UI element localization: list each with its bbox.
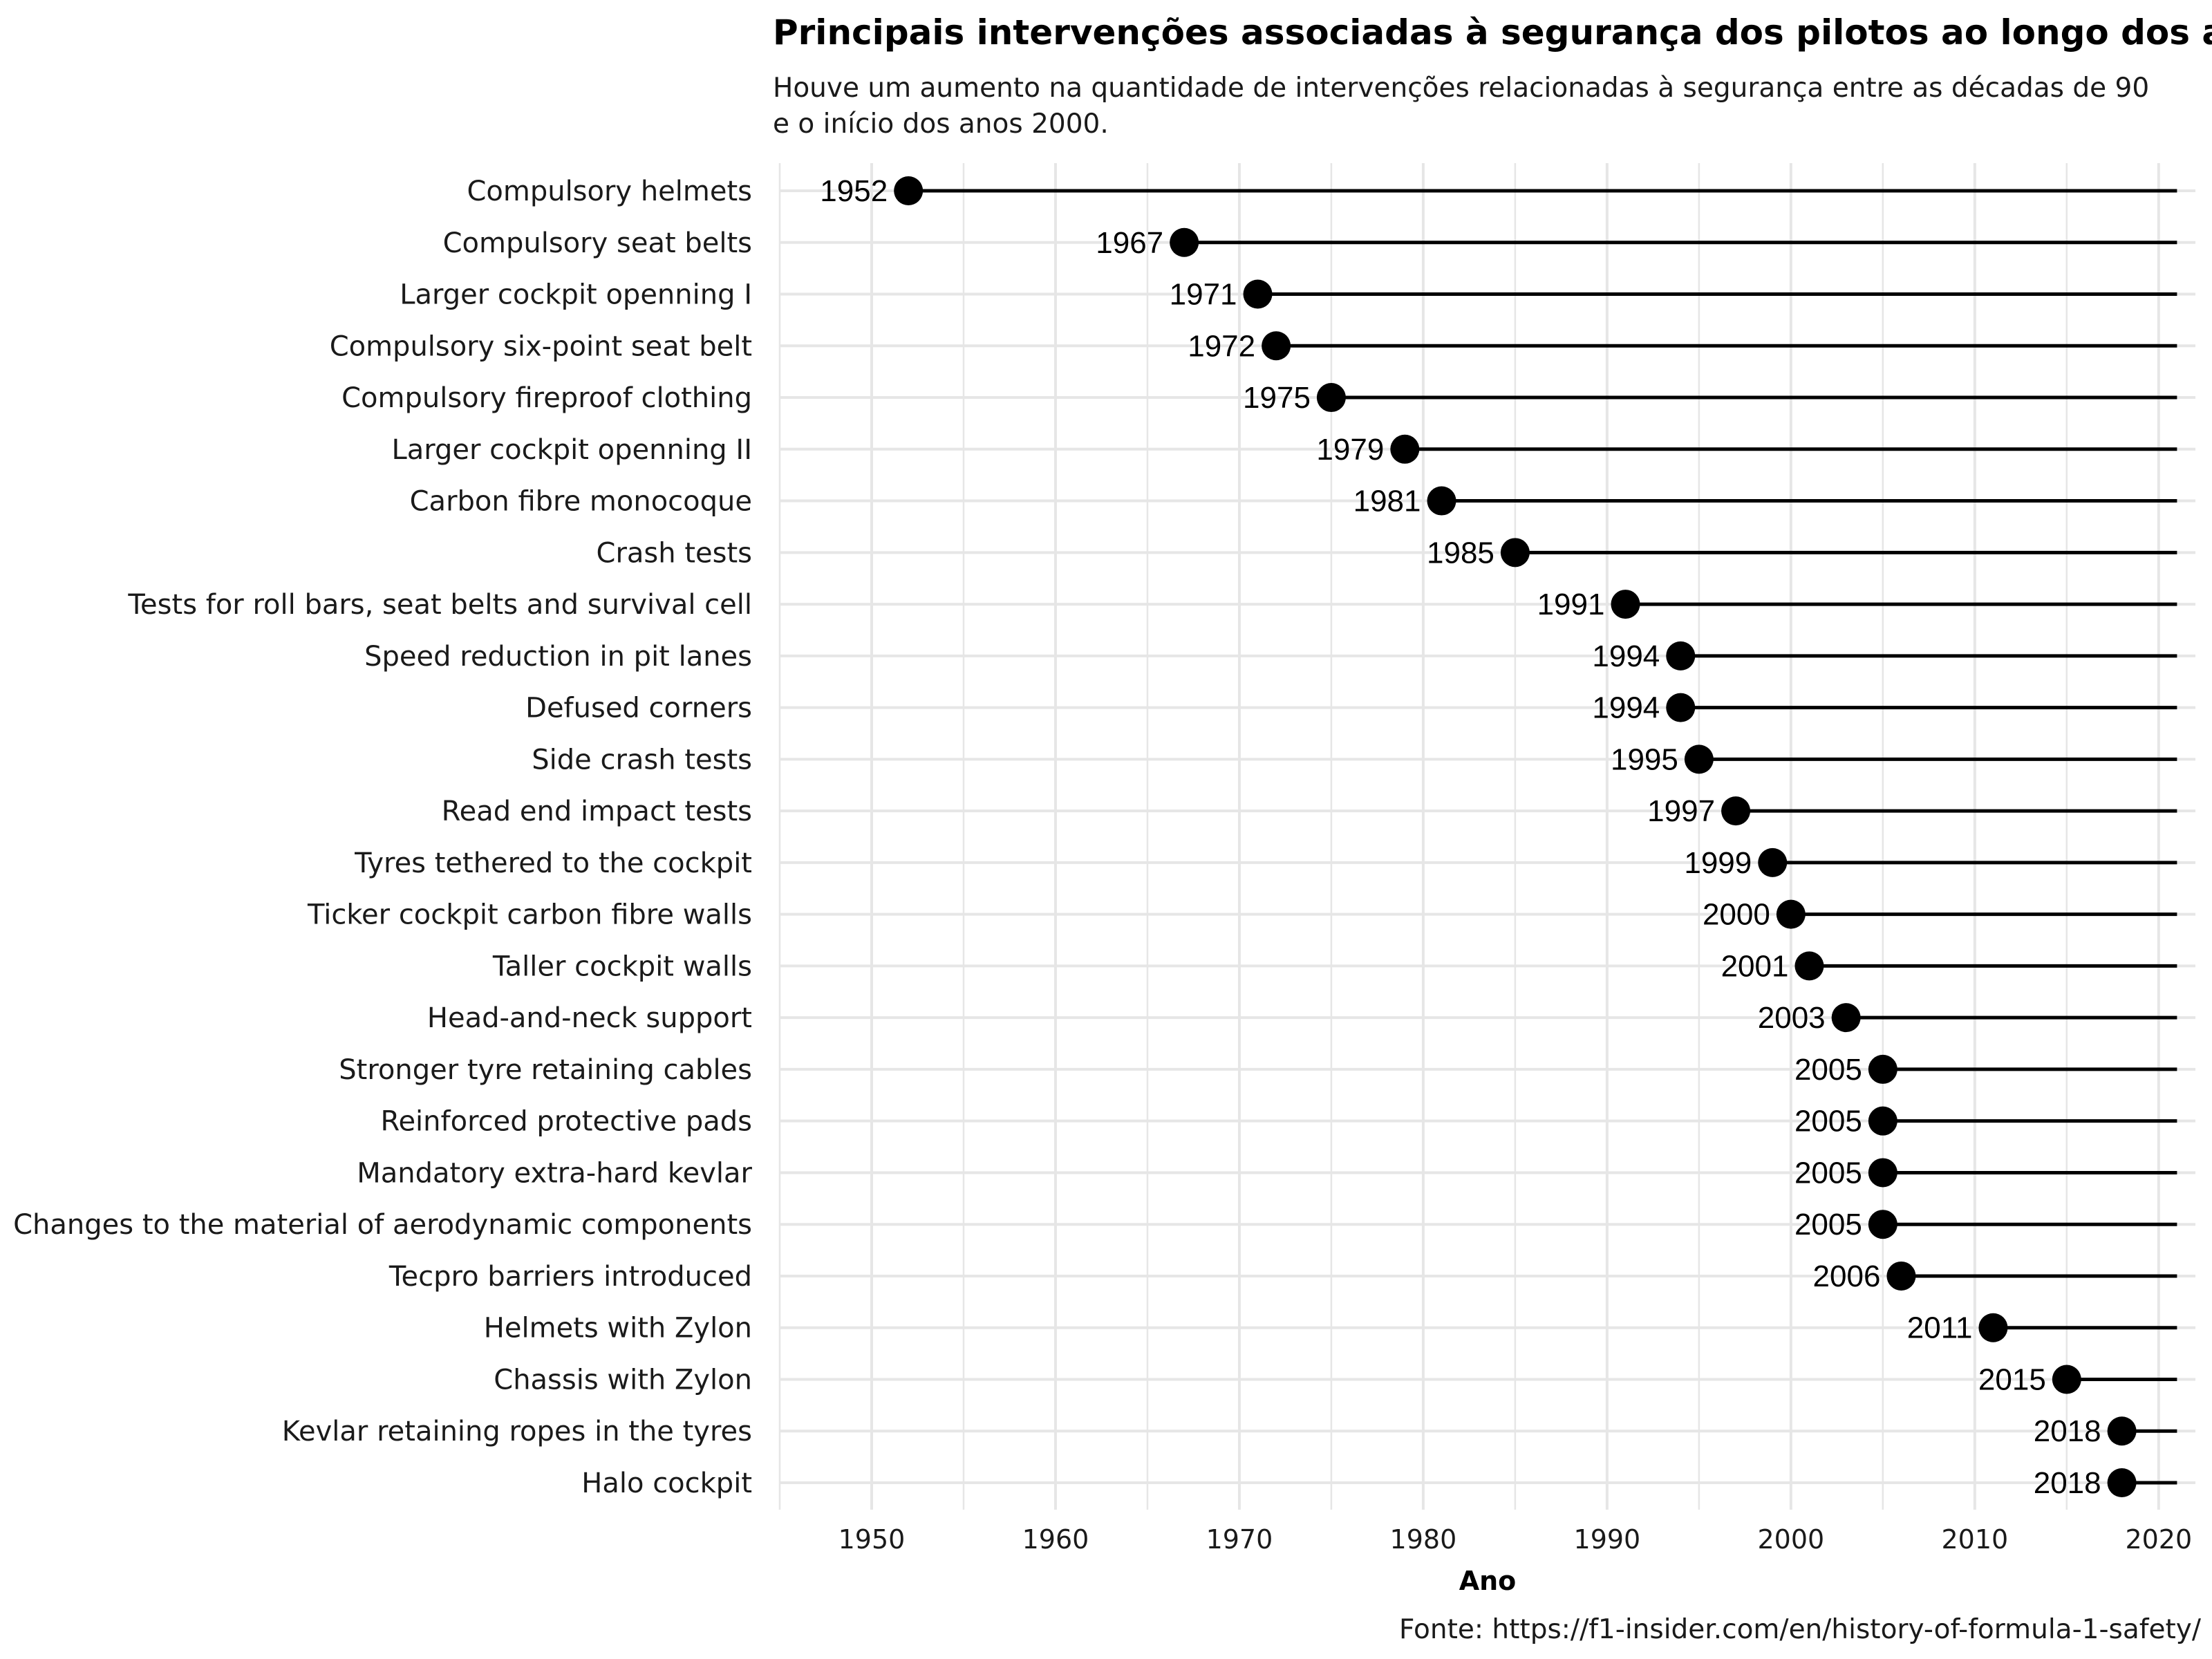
value-label: 1985 [1427,536,1494,570]
lollipop-point [1390,434,1420,464]
value-label: 2018 [2034,1466,2101,1500]
value-label: 2011 [1907,1311,1973,1345]
value-label: 1995 [1611,742,1678,776]
lollipop-point [1886,1261,1916,1291]
category-label: Helmets with Zylon [484,1313,752,1344]
lollipop-point [1427,486,1456,516]
lollipop-point [1776,899,1806,929]
value-label: 1999 [1684,846,1752,880]
lollipop-point [1868,1210,1897,1239]
value-label: 2005 [1794,1156,1862,1190]
lollipop-point [1243,279,1273,309]
lollipop-point [1500,538,1530,568]
category-label: Stronger tyre retaining cables [339,1054,752,1086]
x-tick-label: 1990 [1574,1524,1641,1555]
category-label: Ticker cockpit carbon fibre walls [307,899,752,931]
lollipop-point [2107,1468,2137,1497]
value-label: 1994 [1592,639,1660,673]
x-axis-title: Ano [1459,1566,1517,1596]
value-label: 1971 [1170,278,1237,312]
value-label: 1975 [1243,381,1311,415]
lollipop-point [1978,1313,2008,1342]
category-label: Compulsory six-point seat belt [330,330,752,362]
lollipop-point [1831,1003,1861,1033]
value-label: 1972 [1188,329,1255,363]
value-label: 1981 [1353,485,1421,518]
category-label: Tecpro barriers introduced [388,1261,752,1293]
x-tick-label: 1950 [838,1524,906,1555]
x-tick-label: 2020 [2125,1524,2192,1555]
x-tick-label: 1960 [1022,1524,1089,1555]
lollipop-point [2052,1365,2081,1394]
category-label: Taller cockpit walls [492,950,752,982]
lollipop-point [1684,744,1714,774]
marks [894,176,2177,1497]
category-label: Tests for roll bars, seat belts and surv… [127,589,752,621]
category-label: Larger cockpit openning II [391,434,752,466]
value-label: 2003 [1758,1001,1826,1035]
x-tick-label: 1980 [1390,1524,1457,1555]
chart-subtitle-line-1: Houve um aumento na quantidade de interv… [773,73,2149,104]
x-tick-label: 1970 [1206,1524,1273,1555]
value-label: 2006 [1813,1259,1881,1293]
category-label: Side crash tests [532,744,752,776]
value-label: 1991 [1537,588,1605,621]
value-label: 2005 [1794,1105,1862,1138]
lollipop-point [1758,847,1788,877]
lollipop-point [1868,1054,1897,1084]
lollipop-point [1316,383,1346,413]
value-label: 1967 [1096,226,1163,260]
lollipop-point [1666,693,1696,722]
category-label: Tyres tethered to the cockpit [354,847,752,879]
labels: 1950 1960 1970 1980 1990 2000 2010 2020 1952 Comp… [13,174,2192,1555]
category-label: Compulsory helmets [467,176,752,207]
value-label: 2001 [1721,949,1789,983]
lollipop-point [1170,227,1199,257]
lollipop-point [1868,1158,1897,1188]
value-label: 1979 [1316,433,1384,467]
value-label: 1994 [1592,691,1660,725]
lollipop-point [1794,951,1824,981]
category-label: Carbon fibre monocoque [410,486,752,518]
category-label: Crash tests [597,537,752,569]
category-label: Chassis with Zylon [494,1364,752,1396]
chart-subtitle-line-2: e o início dos anos 2000. [773,109,1109,140]
chart-caption: Fonte: https://f1-insider.com/en/history… [1399,1614,2202,1645]
category-label: Defused corners [525,693,752,724]
value-label: 2000 [1703,898,1770,932]
x-tick-label: 2000 [1757,1524,1824,1555]
category-label: Reinforced protective pads [380,1106,752,1138]
grid [778,163,2195,1510]
lollipop-point [1611,590,1640,619]
lollipop-point [2107,1416,2137,1446]
lollipop-point [894,176,924,205]
category-label: Speed reduction in pit lanes [364,641,752,673]
category-label: Larger cockpit openning I [400,279,752,311]
chart-title: Principais intervenções associadas à seg… [773,12,2212,53]
value-label: 1997 [1647,794,1715,828]
value-label: 1952 [820,174,888,208]
value-label: 2005 [1794,1053,1862,1087]
category-label: Compulsory seat belts [443,227,752,259]
lollipop-point [1666,641,1696,671]
category-label: Read end impact tests [442,796,752,827]
category-label: Compulsory fireproof clothing [341,382,752,414]
category-label: Head-and-neck support [427,1002,752,1034]
category-label: Halo cockpit [581,1468,752,1499]
category-label: Kevlar retaining ropes in the tyres [282,1416,752,1447]
category-label: Changes to the material of aerodynamic c… [13,1209,752,1241]
lollipop-point [1868,1106,1897,1136]
value-label: 2005 [1794,1208,1862,1241]
x-tick-label: 2010 [1941,1524,2008,1555]
value-label: 2015 [1978,1362,2046,1396]
lollipop-point [1721,796,1751,826]
value-label: 2018 [2034,1414,2101,1448]
lollipop-point [1262,331,1291,361]
category-label: Mandatory extra-hard kevlar [357,1157,752,1189]
